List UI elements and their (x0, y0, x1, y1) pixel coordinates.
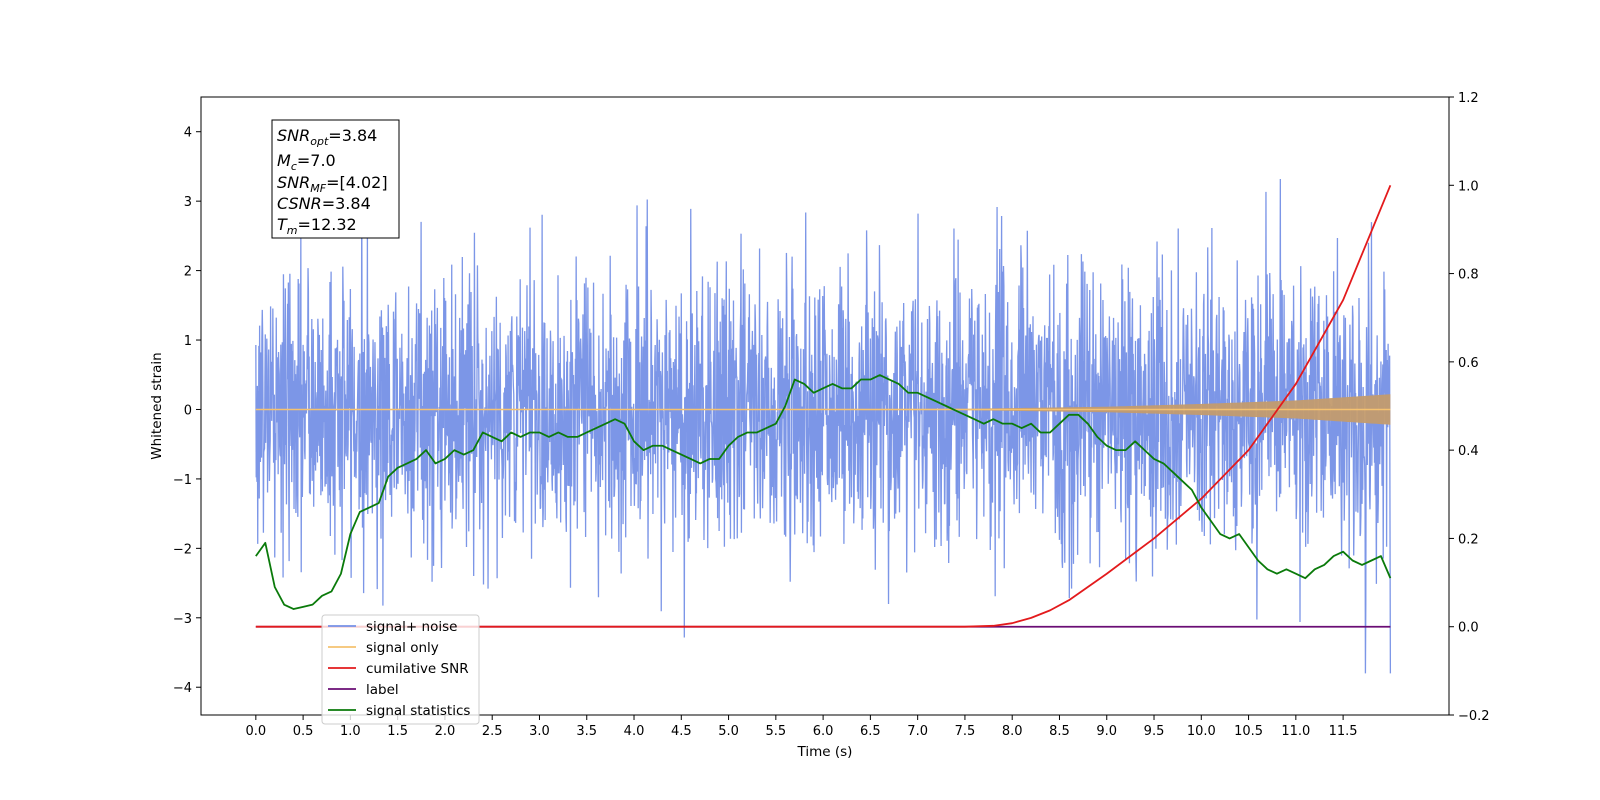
annotation-line: Tm=12.32 (277, 215, 357, 237)
x-tick-label: 10.0 (1187, 724, 1216, 739)
x-tick-label: 11.0 (1281, 724, 1310, 739)
x-tick-label: 3.0 (529, 724, 550, 739)
x-tick-label: 2.5 (482, 724, 503, 739)
x-axis-label: Time (s) (797, 744, 853, 760)
series-signal-noise-line (255, 178, 1392, 674)
x-tick-label: 10.5 (1234, 724, 1263, 739)
annotation-line: SNRopt=3.84 (277, 126, 377, 148)
y2-tick-label: 0.6 (1458, 356, 1479, 371)
x-tick-label: 8.5 (1049, 724, 1070, 739)
y-tick-label: 0 (184, 403, 192, 418)
y-tick-label: −1 (173, 473, 192, 488)
y-tick-label: 2 (184, 265, 192, 280)
y2-tick-label: −0.2 (1458, 709, 1490, 724)
x-tick-label: 6.5 (860, 724, 881, 739)
legend-label: signal statistics (366, 703, 470, 719)
y2-tick-label: 0.0 (1458, 621, 1479, 636)
y-axis-right: 1.2 1.0 0.8 0.6 0.4 0.2 0.0 −0.2 (1449, 91, 1490, 724)
y2-tick-label: 1.0 (1458, 179, 1479, 194)
legend: signal+ noise signal only cumilative SNR la… (321, 614, 480, 725)
x-tick-label: 0.5 (293, 724, 314, 739)
x-tick-label: 3.5 (576, 724, 597, 739)
y-axis-left: 4 3 2 1 0 −1 −2 −3 −4 (173, 126, 201, 696)
legend-label: signal+ noise (366, 619, 457, 635)
series-signal-statistics-line (255, 374, 1392, 610)
legend-label: signal only (366, 640, 439, 656)
x-tick-label: 4.5 (671, 724, 692, 739)
x-tick-label: 1.0 (340, 724, 361, 739)
annotation-line: SNRMF=[4.02] (277, 173, 388, 195)
y2-tick-label: 1.2 (1458, 91, 1479, 106)
annotation-line: CSNR=3.84 (277, 194, 371, 213)
legend-frame (321, 614, 480, 725)
annotation-frame (271, 119, 400, 239)
series-cumulative-snr-line (255, 184, 1392, 628)
plot-frame (200, 96, 1450, 716)
x-tick-label: 7.0 (907, 724, 928, 739)
legend-label: cumilative SNR (366, 661, 469, 677)
annotation-line: Mc=7.0 (277, 151, 336, 173)
y-tick-label: −3 (173, 612, 192, 627)
x-tick-label: 2.0 (435, 724, 456, 739)
y-tick-label: 3 (184, 195, 192, 210)
y2-tick-label: 0.2 (1458, 532, 1479, 547)
x-tick-label: 9.5 (1144, 724, 1165, 739)
y-tick-label: 4 (184, 126, 192, 141)
x-tick-label: 9.0 (1096, 724, 1117, 739)
x-tick-label: 5.0 (718, 724, 739, 739)
x-tick-label: 5.5 (765, 724, 786, 739)
y-tick-label: 1 (184, 334, 192, 349)
x-tick-label: 11.5 (1329, 724, 1358, 739)
y-axis-label: Whitened strain (149, 352, 165, 459)
x-tick-label: 4.0 (624, 724, 645, 739)
y2-tick-label: 0.4 (1458, 444, 1479, 459)
x-tick-label: 1.5 (387, 724, 408, 739)
x-tick-label: 7.5 (955, 724, 976, 739)
y-tick-label: −4 (173, 681, 192, 696)
y-tick-label: −2 (173, 542, 192, 557)
y2-tick-label: 0.8 (1458, 268, 1479, 283)
x-tick-label: 8.0 (1002, 724, 1023, 739)
legend-label: label (366, 682, 399, 698)
x-axis: 0.0 0.5 1.0 1.5 2.0 2.5 3.0 3.5 4.0 4.5 5.0 5.5 6.0 6… (245, 715, 1358, 739)
x-tick-label: 6.0 (813, 724, 834, 739)
x-tick-label: 0.0 (245, 724, 266, 739)
